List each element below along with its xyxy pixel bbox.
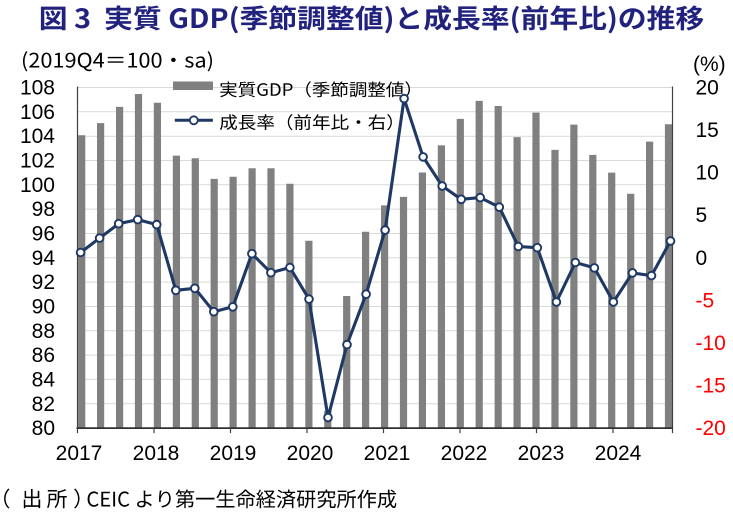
svg-text:108: 108 [20,77,55,100]
svg-text:80: 80 [32,417,55,440]
svg-text:-20: -20 [696,417,726,440]
svg-text:2022: 2022 [441,442,488,465]
svg-text:5: 5 [696,204,708,227]
svg-text:84: 84 [32,368,56,391]
svg-text:20: 20 [696,77,719,100]
svg-text:(%): (%) [693,53,726,76]
svg-text:2019: 2019 [210,442,257,465]
svg-text:-15: -15 [696,375,726,398]
svg-text:2023: 2023 [518,442,565,465]
svg-text:2024: 2024 [595,442,642,465]
svg-text:94: 94 [32,247,56,270]
svg-text:0: 0 [696,247,708,270]
svg-text:106: 106 [20,101,55,124]
svg-text:92: 92 [32,271,55,294]
svg-text:100: 100 [20,174,55,197]
svg-text:2021: 2021 [364,442,411,465]
svg-text:88: 88 [32,320,55,343]
svg-text:104: 104 [20,125,55,148]
svg-text:2018: 2018 [133,442,180,465]
svg-text:-10: -10 [696,332,726,355]
svg-text:-5: -5 [696,289,715,312]
svg-text:2020: 2020 [287,442,334,465]
svg-text:102: 102 [20,150,55,173]
svg-text:82: 82 [32,393,55,416]
svg-text:98: 98 [32,198,55,221]
svg-text:15: 15 [696,119,719,142]
svg-text:96: 96 [32,223,55,246]
svg-text:10: 10 [696,162,719,185]
svg-text:90: 90 [32,296,55,319]
svg-text:2017: 2017 [56,442,103,465]
svg-text:86: 86 [32,344,55,367]
